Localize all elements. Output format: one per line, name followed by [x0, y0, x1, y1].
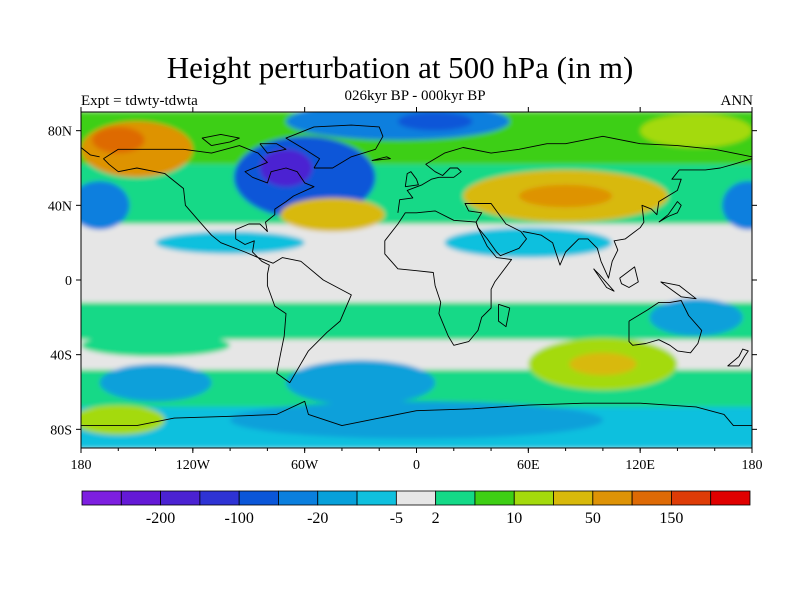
colorbar-box	[553, 490, 594, 506]
longitude-axis: 180 120W 60W 0 60E 120E 180	[71, 107, 763, 473]
coastline	[660, 281, 697, 300]
lon-tick-label: 60W	[291, 458, 319, 473]
field-anomaly	[397, 112, 473, 131]
field-anomaly	[155, 231, 305, 254]
field-anomaly	[722, 181, 752, 230]
colorbar-label: -200	[146, 510, 175, 527]
coastline	[628, 300, 703, 354]
colorbar-box	[199, 490, 240, 506]
coastline	[259, 143, 287, 154]
lon-tick-label: 180	[71, 458, 92, 473]
colorbar-label: 10	[506, 510, 522, 527]
field-anomaly	[649, 298, 743, 337]
colorbar-box	[592, 490, 633, 506]
latitude-axis: 80N 40N 0 40S 80S	[48, 125, 757, 438]
coastlines	[81, 124, 752, 427]
coastline	[522, 158, 752, 279]
field-anomaly	[640, 113, 752, 148]
colorbar-box	[710, 490, 751, 506]
experiment-label: Expt = tdwty-tdwta	[81, 93, 198, 109]
lat-tick-label: 40S	[50, 349, 72, 364]
colorbar-label: 50	[585, 510, 601, 527]
coastline	[81, 147, 100, 158]
field-anomaly	[81, 334, 231, 357]
map-plot-area	[80, 111, 753, 449]
colorbar-label: -20	[307, 510, 328, 527]
coastline	[619, 266, 639, 288]
colorbar-box	[317, 490, 358, 506]
lat-tick-label: 80S	[50, 423, 72, 438]
field-anomaly	[92, 126, 145, 154]
lon-tick-label: 180	[742, 458, 763, 473]
colorbar-box	[81, 490, 122, 506]
field-anomaly	[99, 364, 212, 402]
colorbar-box	[435, 490, 476, 506]
season-label: ANN	[720, 93, 754, 109]
coastline	[464, 203, 527, 257]
colorbar: -200 -100 -20 -5 2 10 50 150	[81, 490, 751, 527]
height-field	[81, 112, 752, 448]
colorbar-box	[238, 490, 279, 506]
colorbar-label: -5	[390, 510, 403, 527]
coastline	[81, 400, 752, 427]
lon-tick-label: 120W	[176, 458, 211, 473]
colorbar-box	[120, 490, 161, 506]
lon-tick-label: 120E	[625, 458, 655, 473]
field-anomaly	[519, 184, 613, 208]
colorbar-box	[395, 490, 437, 506]
coastline	[397, 135, 752, 213]
colorbar-box	[356, 490, 397, 506]
field-anomaly	[230, 401, 603, 439]
coastline	[404, 171, 419, 188]
field-anomaly	[81, 181, 130, 230]
lon-tick-label: 0	[413, 458, 420, 473]
colorbar-box	[671, 490, 712, 506]
colorbar-box	[160, 490, 201, 506]
field-anomaly	[569, 352, 637, 376]
field-anomaly	[286, 360, 436, 406]
map-subtitle: 026kyr BP - 000kyr BP	[344, 88, 486, 104]
field-anomaly	[280, 197, 385, 232]
lat-tick-label: 80N	[48, 125, 72, 140]
colorbar-label: 150	[659, 510, 683, 527]
colorbar-box	[513, 490, 554, 506]
coastline	[201, 133, 240, 147]
coastline	[103, 145, 352, 384]
coastline	[658, 201, 682, 223]
map-title: Height perturbation at 500 hPa (in m)	[166, 50, 634, 85]
coastline	[727, 348, 749, 367]
field-anomaly	[81, 405, 165, 435]
lat-tick-label: 40N	[48, 199, 72, 214]
coastline	[593, 268, 615, 292]
colorbar-box	[474, 490, 515, 506]
field-band	[81, 252, 752, 303]
colorbar-label: -100	[225, 510, 254, 527]
colorbar-box	[631, 490, 672, 506]
field-anomaly	[444, 227, 613, 258]
coastline	[498, 303, 511, 328]
field-contours	[81, 112, 752, 448]
colorbar-box	[278, 490, 319, 506]
lat-tick-label: 0	[65, 274, 72, 289]
coastline	[384, 210, 513, 346]
coastline	[285, 124, 384, 169]
lon-tick-label: 60E	[517, 458, 540, 473]
colorbar-label: 2	[432, 510, 440, 527]
field-band	[81, 302, 752, 340]
coastline	[371, 156, 391, 161]
